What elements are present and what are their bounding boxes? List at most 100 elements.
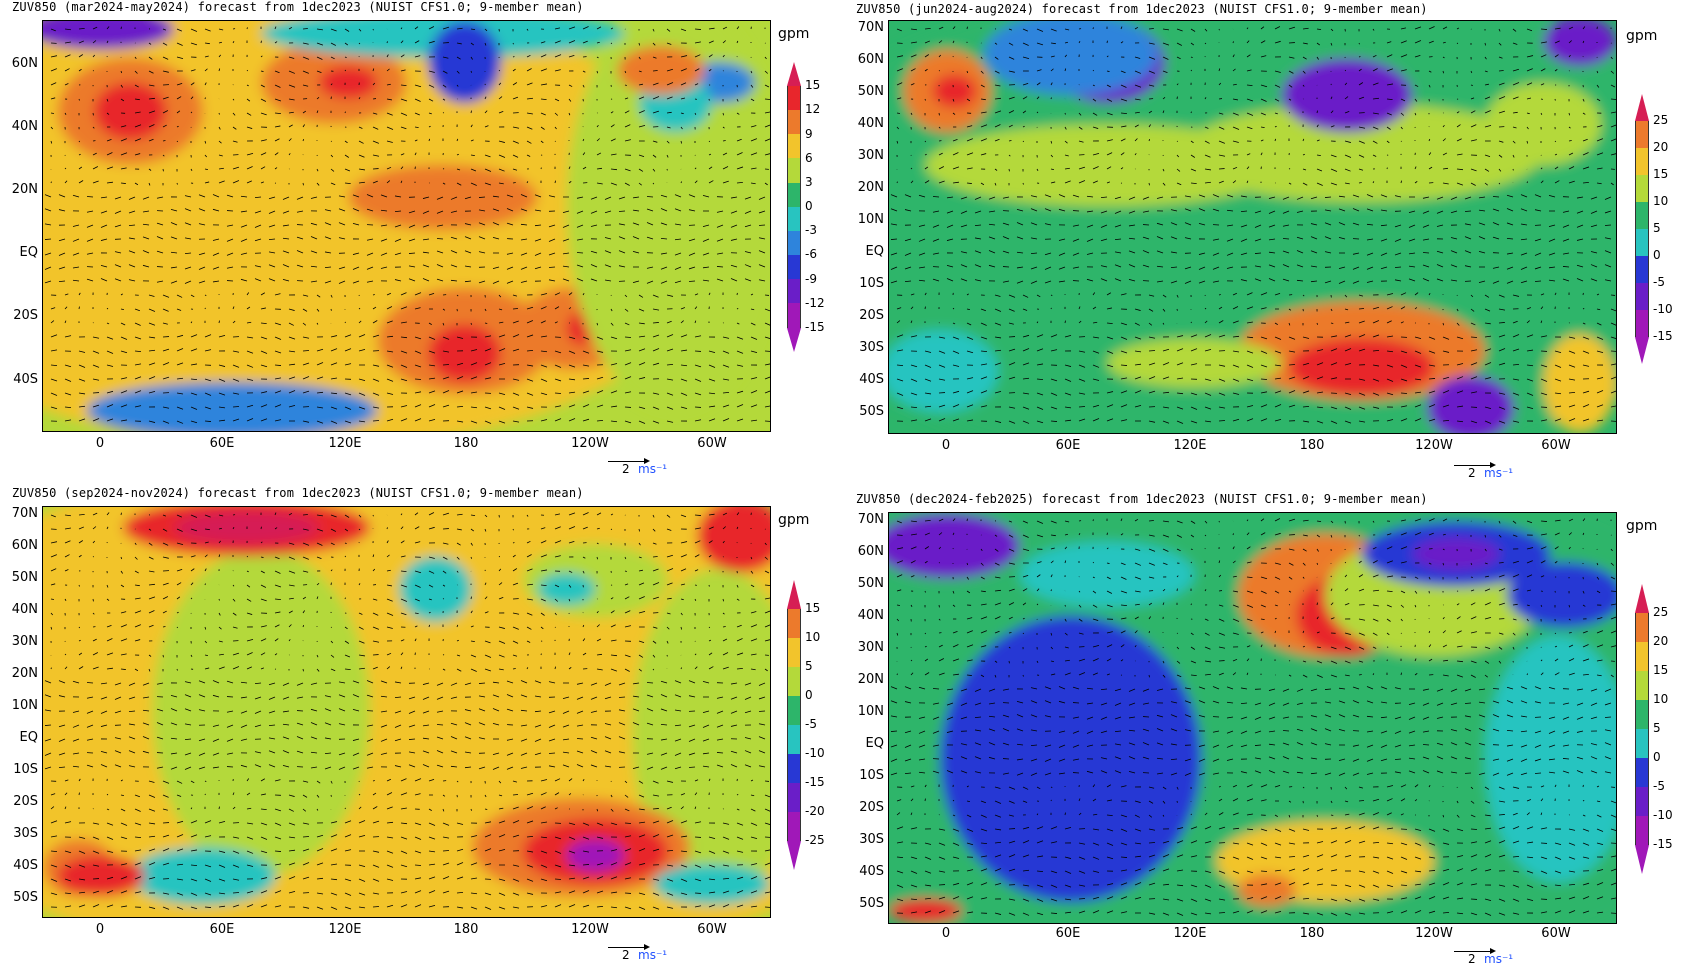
wind-vector xyxy=(1325,197,1331,198)
wind-vector xyxy=(1359,43,1360,44)
reference-vector: 2 ms⁻¹ xyxy=(1454,458,1494,472)
wind-vector xyxy=(513,43,514,44)
map-area xyxy=(888,512,1617,924)
wind-vector xyxy=(471,809,472,811)
wind-vector xyxy=(639,43,640,45)
latitude-label: 10N xyxy=(4,698,38,713)
contour-region xyxy=(1282,58,1413,132)
colorbar xyxy=(787,580,801,870)
wind-vector xyxy=(479,197,485,198)
longitude-label: 60E xyxy=(197,436,247,451)
wind-vector xyxy=(45,725,51,726)
wind-vector xyxy=(247,556,248,557)
wind-vector xyxy=(205,907,211,908)
colorbar-tick-label: -25 xyxy=(805,833,825,847)
wind-vector xyxy=(45,239,51,240)
wind-vector xyxy=(737,308,738,309)
wind-vector xyxy=(653,322,659,323)
colorbar-segment xyxy=(1635,256,1649,283)
latitude-label: EQ xyxy=(4,730,38,745)
wind-vector xyxy=(1191,562,1192,563)
wind-vector xyxy=(549,267,555,268)
contour-region xyxy=(428,21,501,103)
wind-vector xyxy=(1023,141,1024,142)
wind-vector xyxy=(681,627,682,629)
contour-region xyxy=(428,324,501,381)
wind-vector xyxy=(485,323,487,324)
wind-vector xyxy=(1569,113,1570,115)
wind-vector xyxy=(619,697,625,698)
wind-vector xyxy=(647,196,653,197)
colorbar-segment xyxy=(787,207,801,231)
wind-vector xyxy=(717,752,723,753)
contour-region xyxy=(1412,538,1499,571)
latitude-label: 20N xyxy=(4,182,38,197)
contour-field xyxy=(889,513,1616,923)
wind-vector xyxy=(723,140,726,141)
contour-region xyxy=(130,847,275,904)
wind-vector xyxy=(471,597,472,599)
wind-vector xyxy=(597,809,598,811)
wind-vector xyxy=(1457,535,1458,536)
contour-region xyxy=(58,856,145,897)
colorbar-tick-label: -20 xyxy=(805,804,825,818)
wind-vector xyxy=(555,181,556,183)
longitude-label: 60W xyxy=(1531,438,1581,453)
colorbar-segment xyxy=(1635,202,1649,229)
colorbar-segment xyxy=(787,231,801,255)
contour-region xyxy=(399,556,472,622)
wind-vector xyxy=(681,182,682,183)
colorbar-tick-label: 20 xyxy=(1653,140,1668,154)
latitude-label: 50S xyxy=(850,404,884,419)
colorbar-segment xyxy=(787,183,801,207)
colorbar-tick-label: 15 xyxy=(805,601,820,615)
latitude-label: 50N xyxy=(4,570,38,585)
colorbar-tick-label: -5 xyxy=(1653,275,1665,289)
wind-vector xyxy=(1345,70,1346,71)
wind-vector xyxy=(765,585,770,586)
wind-vector xyxy=(121,183,126,184)
unit-label: gpm xyxy=(778,26,809,42)
wind-vector xyxy=(479,683,485,684)
wind-vector xyxy=(717,266,723,267)
colorbar-segment xyxy=(787,667,801,696)
map-area xyxy=(888,20,1617,434)
colorbar-segment xyxy=(787,638,801,667)
unit-label: gpm xyxy=(778,512,809,528)
wind-vector xyxy=(177,141,178,142)
colorbar-tick-label: 12 xyxy=(805,102,820,116)
colorbar-tick-label: -6 xyxy=(805,247,817,261)
contour-region xyxy=(1485,83,1601,165)
wind-vector xyxy=(1359,308,1364,309)
wind-vector xyxy=(331,627,332,628)
colorbar-tick-label: 25 xyxy=(1653,113,1668,127)
wind-vector xyxy=(1345,562,1346,563)
wind-vector xyxy=(205,781,206,782)
wind-vector xyxy=(443,364,449,365)
colorbar-tick-label: 10 xyxy=(805,630,820,644)
contour-field xyxy=(43,21,770,431)
longitude-label: 180 xyxy=(441,922,491,937)
wind-vector xyxy=(1471,577,1473,578)
colorbar-segment xyxy=(1635,283,1649,310)
wind-vector xyxy=(1485,43,1486,45)
contour-region xyxy=(1543,334,1616,433)
latitude-label: EQ xyxy=(850,244,884,259)
colorbar-segment xyxy=(787,255,801,279)
longitude-label: 0 xyxy=(75,922,125,937)
wind-vector xyxy=(1093,562,1094,563)
contour-region xyxy=(933,75,977,108)
wind-vector xyxy=(1317,323,1318,325)
longitude-label: 60E xyxy=(197,922,247,937)
latitude-label: 30N xyxy=(4,634,38,649)
latitude-label: 70N xyxy=(4,506,38,521)
wind-vector xyxy=(611,43,612,44)
colorbar-tick-label: -9 xyxy=(805,272,817,286)
wind-vector xyxy=(1569,140,1572,141)
colorbar-segment xyxy=(787,110,801,134)
wind-vector xyxy=(555,141,556,142)
contour-region xyxy=(319,66,377,99)
wind-vector xyxy=(1499,322,1505,323)
wind-vector xyxy=(1611,99,1616,100)
wind-vector xyxy=(499,70,500,71)
